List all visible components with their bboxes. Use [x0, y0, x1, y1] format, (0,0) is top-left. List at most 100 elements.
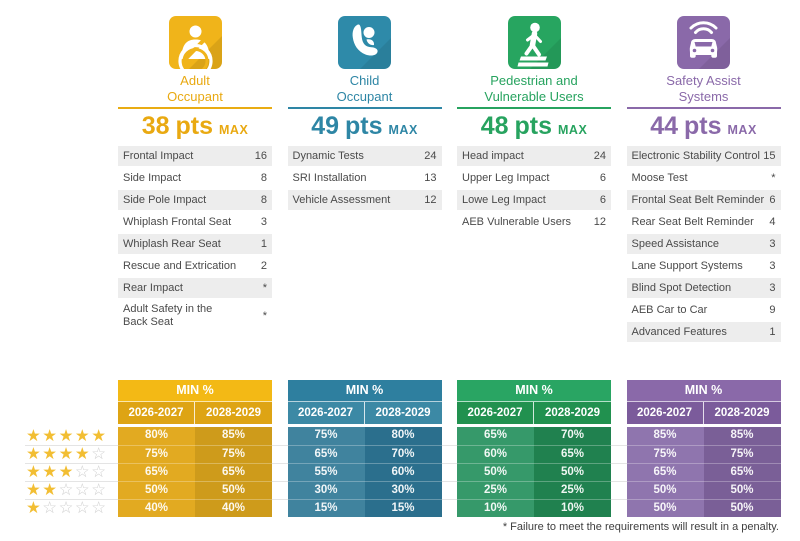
category-pedestrian-vulnerable-users: Pedestrian and Vulnerable Users 48 pts MAX … [457, 10, 611, 344]
threshold-cell: 75% [703, 445, 781, 463]
threshold-cell: 80% [144, 429, 169, 441]
threshold-table-pedestrian: MIN % 2026-2027 2028-2029 65% 60% 50% 25… [457, 380, 611, 517]
threshold-cell: 75% [118, 445, 195, 463]
threshold-cell: 50% [534, 463, 611, 481]
max-points: 48 pts MAX [480, 112, 588, 140]
threshold-cell: 50% [626, 481, 704, 499]
table-body: 85% 75% 65% 50% 50% 85% 75% 65% 50% 50% [626, 427, 781, 517]
table-header-min: MIN % [626, 380, 781, 402]
list-item: Side Pole Impact 8 [118, 190, 272, 210]
star-rating-1: ★☆☆☆☆ [26, 499, 108, 517]
period-header: 2026-2027 [118, 402, 195, 424]
period-2-column: 70% 65% 50% 25% 10% [534, 427, 611, 517]
threshold-cell: 80% [391, 429, 415, 441]
table-header-min: MIN % [287, 380, 442, 402]
threshold-table-child: MIN % 2026-2027 2028-2029 75% 65% 55% 30… [287, 380, 442, 517]
list-item: Adult Safety in the Back Seat * [123, 303, 267, 328]
list-item: Moose Test * [631, 172, 776, 184]
threshold-cell: 75% [195, 445, 272, 463]
star-ratings-legend: ★★★★★ ★★★★☆ ★★★☆☆ ★★☆☆☆ ★☆☆☆☆ [26, 427, 107, 517]
threshold-cell: 65% [118, 463, 195, 481]
title-underline [287, 107, 442, 109]
period-1-column: 65% 60% 50% 25% 10% [457, 427, 534, 517]
list-item: Lane Support Systems 3 [631, 260, 776, 272]
title-underline [118, 107, 272, 109]
max-points: 49 pts MAX [311, 112, 418, 140]
threshold-cell: 15% [287, 499, 365, 517]
period-1-column: 80% 75% 65% 50% 40% [118, 427, 195, 517]
threshold-cell: 65% [195, 463, 272, 481]
threshold-cell: 70% [560, 429, 585, 441]
header-body-gap [118, 424, 272, 427]
star-rating-4: ★★★★☆ [26, 445, 108, 463]
list-item: Upper Leg Impact 6 [462, 172, 606, 184]
category-title: Pedestrian and Vulnerable Users [484, 73, 584, 104]
category-title: Safety Assist Systems [666, 73, 741, 104]
threshold-cell: 30% [287, 481, 365, 499]
list-item: Lowe Leg Impact 6 [457, 190, 611, 210]
table-body: 75% 65% 55% 30% 15% 80% 70% 60% 30% 15% [287, 427, 442, 517]
category-child-occupant: Child Occupant 49 pts MAX Dynamic Tests 24 S… [287, 10, 442, 344]
period-2-column: 80% 70% 60% 30% 15% [364, 427, 442, 517]
threshold-table-adult: MIN % 2026-2027 2028-2029 80% 75% 65% 50… [118, 380, 272, 517]
threshold-cell: 60% [457, 445, 534, 463]
assessment-list: Dynamic Tests 24 SRI Installation 13 Vehic… [287, 146, 442, 212]
table-header-min: MIN % [118, 380, 272, 402]
period-2-column: 85% 75% 65% 50% 50% [703, 427, 781, 517]
assessment-list: Electronic Stability Control 15 Moose Tes… [626, 146, 781, 344]
table-body: 65% 60% 50% 25% 10% 70% 65% 50% 25% 10% [457, 427, 611, 517]
category-safety-assist-systems: Safety Assist Systems 44 pts MAX Electronic… [626, 10, 781, 344]
list-item: Dynamic Tests 24 [287, 146, 442, 166]
table-header-periods: 2026-2027 2028-2029 [287, 402, 442, 424]
list-item: Rear Impact * [118, 278, 272, 298]
threshold-table-safety-assist: MIN % 2026-2027 2028-2029 85% 75% 65% 50… [626, 380, 781, 517]
list-item: Whiplash Frontal Seat 3 [123, 216, 267, 228]
threshold-cell: 10% [457, 499, 534, 517]
period-header: 2028-2029 [545, 407, 600, 419]
threshold-cell: 65% [626, 463, 704, 481]
threshold-cell: 50% [195, 481, 272, 499]
list-item: Blind Spot Detection 3 [626, 278, 781, 298]
threshold-tables-row: MIN % 2026-2027 2028-2029 80% 75% 65% 50… [118, 380, 781, 517]
category-title: Child Occupant [336, 73, 393, 104]
threshold-cell: 50% [703, 481, 781, 499]
threshold-cell: 50% [457, 463, 534, 481]
period-header: 2026-2027 [288, 402, 365, 424]
threshold-cell: 25% [534, 481, 611, 499]
header-body-gap [287, 424, 442, 427]
threshold-cell: 85% [730, 429, 754, 441]
list-item: SRI Installation 13 [292, 172, 437, 184]
period-header: 2026-2027 [457, 402, 534, 424]
assessment-list: Head impact 24 Upper Leg Impact 6 Lowe Leg… [457, 146, 611, 234]
threshold-cell: 30% [364, 481, 442, 499]
driver-seatbelt-icon [168, 16, 222, 69]
threshold-cell: 55% [287, 463, 365, 481]
threshold-cell: 70% [364, 445, 442, 463]
penalty-footnote: * Failure to meet the requirements will … [502, 521, 779, 533]
period-header: 2026-2027 [627, 402, 704, 424]
car-connectivity-icon [677, 16, 730, 69]
pedestrian-crossing-icon [507, 16, 561, 69]
period-header: 2028-2029 [206, 407, 261, 419]
header-body-gap [457, 424, 611, 427]
threshold-cell: 40% [118, 499, 195, 517]
list-item: Head impact 24 [457, 146, 611, 166]
threshold-cell: 65% [534, 445, 611, 463]
category-adult-occupant: Adult Occupant 38 pts MAX Frontal Impact 16 … [118, 10, 272, 344]
header-body-gap [626, 424, 781, 427]
threshold-cell: 50% [626, 499, 704, 517]
threshold-cell: 15% [364, 499, 442, 517]
list-item: Electronic Stability Control 15 [626, 146, 781, 166]
star-rating-2: ★★☆☆☆ [26, 481, 108, 499]
list-item: Frontal Impact 16 [118, 146, 272, 166]
threshold-cell: 75% [314, 429, 338, 441]
threshold-cell: 75% [626, 445, 704, 463]
list-item: Rescue and Extrication 2 [123, 260, 267, 272]
threshold-cell: 50% [118, 481, 195, 499]
title-underline [626, 107, 781, 109]
threshold-cell: 85% [653, 429, 677, 441]
categories-row: Adult Occupant 38 pts MAX Frontal Impact 16 … [118, 10, 781, 344]
list-item: Frontal Seat Belt Reminder 6 [626, 190, 781, 210]
threshold-cell: 85% [221, 429, 246, 441]
threshold-cell: 65% [287, 445, 365, 463]
